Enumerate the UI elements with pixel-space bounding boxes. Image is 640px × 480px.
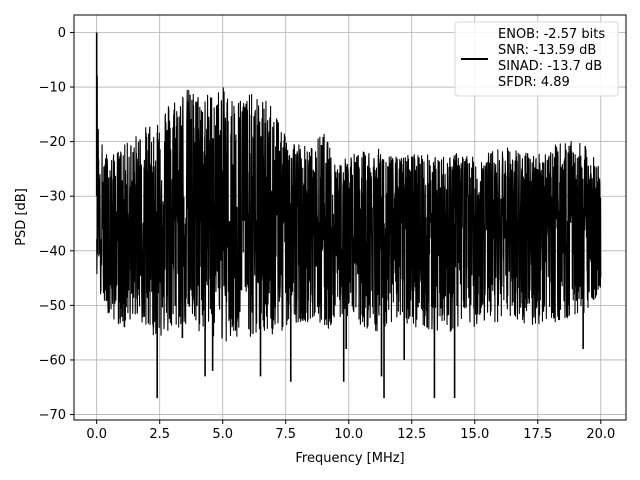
- x-tick-label: 2.5: [149, 427, 170, 442]
- y-tick-label: −50: [39, 299, 66, 314]
- x-tick-label: 12.5: [397, 427, 426, 442]
- x-tick-label: 5.0: [212, 427, 233, 442]
- legend-frame: [454, 21, 619, 97]
- legend-sfdr: SFDR: 4.89: [498, 75, 570, 90]
- x-tick-label: 0.0: [86, 427, 107, 442]
- plot-area: [95, 32, 602, 399]
- legend: ENOB: -2.57 bits SNR: -13.59 dB SINAD: -…: [454, 21, 619, 97]
- y-tick-label: −70: [39, 408, 66, 423]
- y-axis-label: PSD [dB]: [14, 188, 29, 246]
- x-axis-label: Frequency [MHz]: [295, 451, 404, 466]
- x-tick-label: 20.0: [586, 427, 615, 442]
- y-tick-label: −30: [39, 190, 66, 205]
- psd-trace: [96, 75, 602, 342]
- legend-enob: ENOB: -2.57 bits: [498, 27, 605, 42]
- x-tick-label: 15.0: [460, 427, 489, 442]
- x-tick-label: 17.5: [523, 427, 552, 442]
- y-tick-label: −60: [39, 353, 66, 368]
- y-tick-label: −10: [39, 81, 66, 96]
- axes-frame: [73, 14, 627, 421]
- axis-ticks: 0.0 2.5 5.0 7.5 10.0 12.5 15.0 17.5 20.0 0 −10 −20 −…: [39, 26, 616, 442]
- y-tick-label: −40: [39, 244, 66, 259]
- y-tick-label: 0: [58, 26, 66, 41]
- legend-sinad: SINAD: -13.7 dB: [498, 59, 602, 74]
- y-tick-label: −20: [39, 135, 66, 150]
- x-tick-label: 10.0: [334, 427, 363, 442]
- legend-snr: SNR: -13.59 dB: [498, 43, 596, 58]
- x-tick-label: 7.5: [275, 427, 296, 442]
